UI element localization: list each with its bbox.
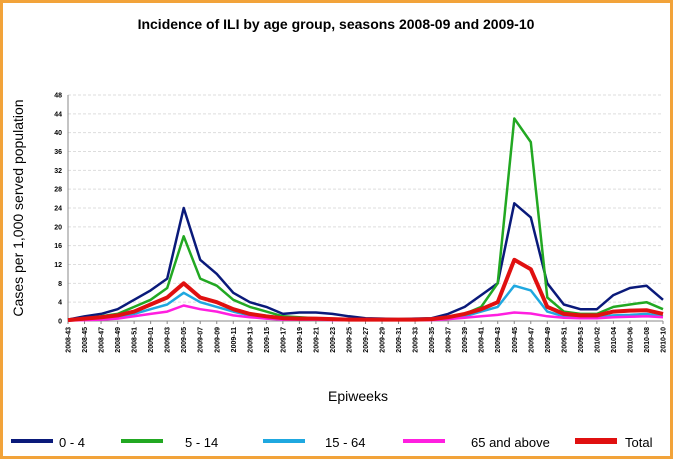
x-tick-label: 2010-06 (627, 327, 634, 353)
x-tick-label: 2008-49 (115, 327, 122, 353)
legend-label: 0 - 4 (59, 435, 85, 450)
x-tick-label: 2009-01 (148, 327, 155, 353)
x-tick-label: 2009-25 (346, 327, 353, 353)
y-tick-label: 36 (54, 149, 62, 156)
y-tick-label: 24 (54, 206, 62, 213)
x-tick-label: 2008-47 (99, 327, 106, 353)
x-axis-label: Epiweeks (328, 388, 388, 404)
x-tick-label: 2009-09 (214, 327, 221, 353)
x-tick-label: 2010-04 (611, 327, 618, 353)
x-tick-label: 2009-17 (280, 327, 287, 353)
x-tick-label: 2010-08 (644, 327, 651, 353)
x-tick-label: 2008-45 (82, 327, 89, 353)
x-tick-label: 2009-23 (330, 327, 337, 353)
x-tick-label: 2009-49 (545, 327, 552, 353)
x-tick-label: 2009-27 (363, 327, 370, 353)
x-tick-label: 2008-51 (132, 327, 139, 353)
y-tick-label: 4 (58, 300, 62, 307)
x-tick-label: 2009-07 (198, 327, 205, 353)
series-line (67, 117, 664, 322)
legend-label: 15 - 64 (325, 435, 365, 450)
x-tick-label: 2009-29 (380, 327, 387, 353)
legend-label: Total (625, 435, 653, 450)
x-tick-label: 2009-37 (446, 327, 453, 353)
y-axis-label: Cases per 1,000 served population (10, 99, 26, 316)
x-tick-label: 2009-19 (297, 327, 304, 353)
y-tick-label: 8 (58, 281, 62, 288)
y-tick-label: 12 (54, 262, 62, 269)
y-tick-label: 32 (54, 168, 62, 175)
x-tick-label: 2009-53 (578, 327, 585, 353)
x-tick-label: 2009-13 (247, 327, 254, 353)
x-tick-label: 2010-10 (661, 327, 668, 353)
y-tick-label: 16 (54, 243, 62, 250)
x-tick-label: 2008-43 (66, 327, 73, 353)
x-tick-label: 2009-15 (264, 327, 271, 353)
x-tick-label: 2009-21 (313, 327, 320, 353)
y-tick-label: 20 (54, 224, 62, 231)
x-tick-label: 2010-02 (594, 327, 601, 353)
x-tick-label: 2009-03 (165, 327, 172, 353)
y-tick-label: 40 (54, 130, 62, 137)
y-tick-label: 0 (58, 319, 62, 326)
y-tick-label: 44 (54, 111, 62, 118)
x-tick-label: 2009-43 (495, 327, 502, 353)
y-tick-label: 48 (54, 93, 62, 100)
legend-label: 5 - 14 (185, 435, 218, 450)
y-tick-label: 28 (54, 187, 62, 194)
x-tick-label: 2009-33 (413, 327, 420, 353)
x-tick-label: 2009-31 (396, 327, 403, 353)
x-tick-label: 2009-11 (231, 327, 238, 352)
x-tick-label: 2009-35 (429, 327, 436, 353)
x-tick-label: 2009-51 (561, 327, 568, 353)
chart-title: Incidence of ILI by age group, seasons 2… (138, 16, 535, 32)
series-line (67, 257, 664, 323)
x-tick-label: 2009-47 (528, 327, 535, 353)
x-tick-label: 2009-39 (462, 327, 469, 353)
x-tick-label: 2009-41 (479, 327, 486, 353)
x-tick-label: 2009-05 (181, 327, 188, 353)
x-tick-label: 2009-45 (512, 327, 519, 353)
legend-label: 65 and above (471, 435, 550, 450)
chart: Incidence of ILI by age group, seasons 2… (10, 16, 668, 450)
